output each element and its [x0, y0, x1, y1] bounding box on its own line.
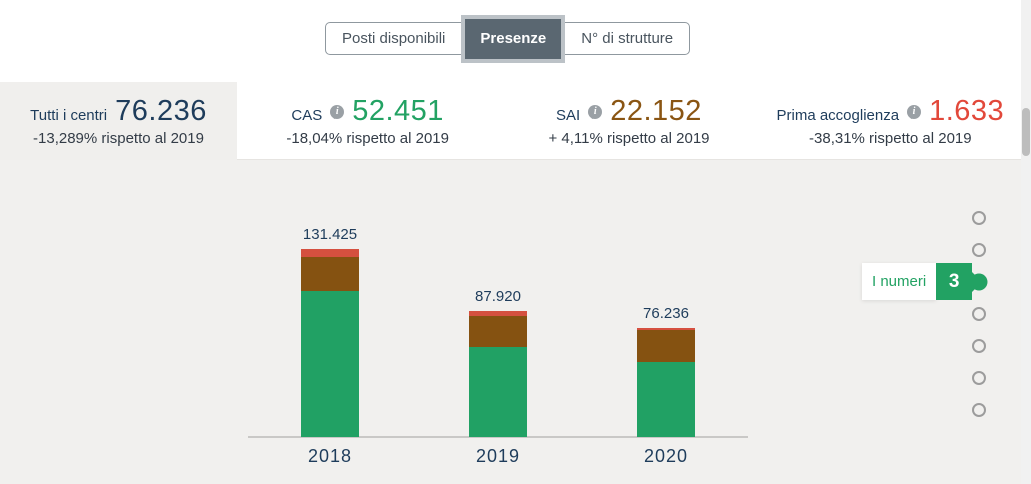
bar-stack: [469, 311, 527, 437]
tab-presenze[interactable]: Presenze: [461, 14, 566, 63]
stat-line: SAI i 22.152: [556, 95, 702, 128]
stat-delta: -18,04% rispetto al 2019: [286, 130, 449, 147]
pager-dot-5[interactable]: [972, 339, 986, 353]
stat-delta: -13,289% rispetto al 2019: [33, 130, 204, 147]
arrow-right-icon: [972, 271, 983, 292]
stat-delta: + 4,11% rispetto al 2019: [548, 130, 710, 147]
bar-stack: [637, 327, 695, 437]
stat-line: CAS i 52.451: [291, 95, 444, 128]
scrollbar[interactable]: [1021, 0, 1031, 484]
bar-segment-cas[interactable]: [637, 361, 695, 437]
bar-segment-prima-accoglienza[interactable]: [301, 249, 359, 258]
x-axis-tick-label: 2018: [307, 446, 353, 466]
stat-value: 52.451: [352, 95, 444, 127]
x-axis: [248, 436, 748, 438]
pager-tooltip-label: I numeri: [862, 263, 937, 300]
pager-tooltip: I numeri 3: [862, 263, 983, 300]
pager-dot-2[interactable]: [972, 243, 986, 257]
pager-dot-4[interactable]: [972, 307, 986, 321]
pager-dot-7[interactable]: [972, 403, 986, 417]
x-axis-tick-label: 2019: [475, 446, 521, 466]
bar-segment-prima-accoglienza[interactable]: [469, 311, 527, 317]
stat-label: Tutti i centri: [30, 107, 108, 124]
bar-segment-cas[interactable]: [301, 291, 359, 437]
info-icon[interactable]: i: [907, 104, 922, 119]
stat-value: 22.152: [610, 95, 702, 127]
bar-total-label: 76.236: [643, 304, 689, 322]
stat-label: Prima accoglienza: [776, 107, 900, 124]
stat-value: 76.236: [115, 95, 207, 127]
tab-posti-disponibili[interactable]: Posti disponibili: [326, 23, 461, 54]
scrollbar-thumb[interactable]: [1022, 108, 1030, 156]
stat-card-sai[interactable]: SAI i 22.152 + 4,11% rispetto al 2019: [498, 82, 759, 160]
bar-total-label: 131.425: [302, 226, 358, 243]
bar-segment-prima-accoglienza[interactable]: [637, 327, 695, 331]
bar-stack: [301, 249, 359, 437]
stat-line: Tutti i centri 76.236: [30, 95, 207, 128]
info-icon[interactable]: i: [588, 104, 603, 119]
stat-line: Prima accoglienza i 1.633: [777, 95, 1005, 128]
bar-total-label: 87.920: [475, 288, 521, 306]
stat-card-prima-accoglienza[interactable]: Prima accoglienza i 1.633 -38,31% rispet…: [760, 82, 1021, 160]
pager-dot-1[interactable]: [972, 211, 986, 225]
stat-card-tutti-i-centri[interactable]: Tutti i centri 76.236 -13,289% rispetto …: [0, 82, 237, 160]
tab-n-di-strutture[interactable]: N° di strutture: [565, 23, 689, 54]
stat-label: SAI: [556, 107, 581, 124]
stat-label: CAS: [291, 107, 323, 124]
info-icon[interactable]: i: [330, 104, 345, 119]
stat-delta: -38,31% rispetto al 2019: [809, 130, 972, 147]
bar-segment-cas[interactable]: [469, 346, 527, 437]
stat-value: 1.633: [929, 95, 1005, 127]
pager-tooltip-number: 3: [936, 263, 973, 300]
pager-dot-6[interactable]: [972, 371, 986, 385]
view-switcher: Posti disponibili Presenze N° di struttu…: [325, 14, 691, 63]
stats-row: Tutti i centri 76.236 -13,289% rispetto …: [0, 82, 1021, 160]
stat-card-cas[interactable]: CAS i 52.451 -18,04% rispetto al 2019: [237, 82, 498, 160]
x-axis-tick-label: 2020: [643, 446, 689, 466]
bar-segment-sai[interactable]: [637, 330, 695, 362]
bar-segment-sai[interactable]: [469, 316, 527, 347]
bar-segment-sai[interactable]: [301, 257, 359, 292]
